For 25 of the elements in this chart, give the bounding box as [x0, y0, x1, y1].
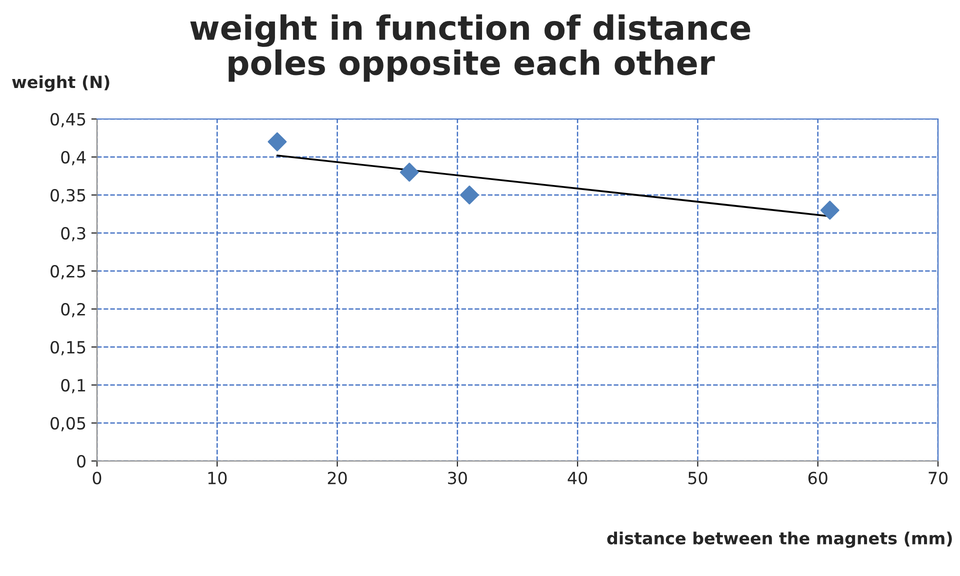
- y-tick-label: 0,05: [50, 416, 86, 432]
- x-tick-label: 10: [208, 472, 227, 484]
- point: [268, 132, 287, 152]
- point: [460, 186, 479, 204]
- point: [400, 162, 419, 182]
- x-tick-label: 60: [808, 472, 828, 484]
- x-tick-label: 40: [568, 472, 588, 484]
- y-axis-title: weight (N): [12, 75, 110, 92]
- y-tick-label: 0,25: [50, 264, 86, 280]
- y-tick-label: 0,4: [61, 150, 86, 166]
- point: [820, 200, 840, 220]
- x-tick-label: 20: [328, 472, 347, 484]
- x-tick-label: 70: [928, 472, 948, 484]
- y-tick-label: 0,45: [50, 112, 86, 128]
- x-tick-label: 0: [92, 472, 102, 484]
- x-tick-label: 50: [688, 472, 708, 484]
- y-tick-label: 0,3: [61, 226, 86, 242]
- chart-title: weight in function of distance poles opposite each other: [190, 14, 750, 82]
- y-tick-label: 0,15: [50, 340, 86, 356]
- y-tick-label: 0,2: [61, 302, 85, 318]
- y-tick-label: 0,35: [50, 188, 86, 204]
- y-tick-label: 0,1: [61, 378, 86, 394]
- y-tick-label: 0: [77, 454, 86, 468]
- x-tick-label: 30: [448, 472, 467, 484]
- x-axis-title: distance between the magnets (mm): [607, 532, 952, 548]
